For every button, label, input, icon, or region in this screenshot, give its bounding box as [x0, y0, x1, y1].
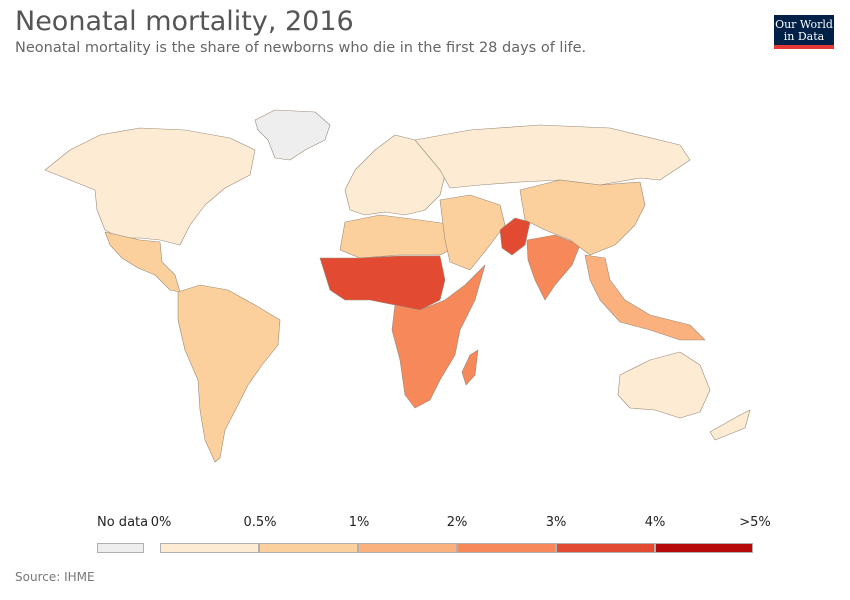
region-greenland[interactable] [254, 109, 331, 161]
source-note: Source: IHME [15, 570, 95, 584]
region-middle-east[interactable] [439, 194, 506, 271]
region-australia[interactable] [617, 351, 711, 419]
region-west-central-africa[interactable] [319, 255, 446, 311]
region-europe[interactable] [344, 134, 446, 216]
region-madagascar[interactable] [461, 349, 479, 386]
owid-logo[interactable]: Our World in Data [774, 15, 834, 49]
region-mexico-central-america[interactable] [104, 231, 181, 293]
chart-title: Neonatal mortality, 2016 [15, 6, 354, 37]
region-southeast-asia[interactable] [584, 254, 706, 341]
logo-line-2: in Data [783, 30, 825, 43]
region-north-america[interactable] [44, 127, 256, 246]
region-china[interactable] [519, 179, 646, 256]
chart-subtitle: Neonatal mortality is the share of newbo… [15, 40, 587, 56]
region-new-zealand[interactable] [709, 409, 751, 441]
region-pakistan[interactable] [499, 217, 531, 256]
region-east-southern-africa[interactable] [391, 264, 486, 409]
region-north-africa[interactable] [339, 214, 461, 259]
region-south-asia[interactable] [526, 234, 581, 301]
region-russia[interactable] [414, 124, 691, 189]
region-south-america[interactable] [177, 284, 281, 463]
logo-line-1: Our World [775, 18, 833, 31]
